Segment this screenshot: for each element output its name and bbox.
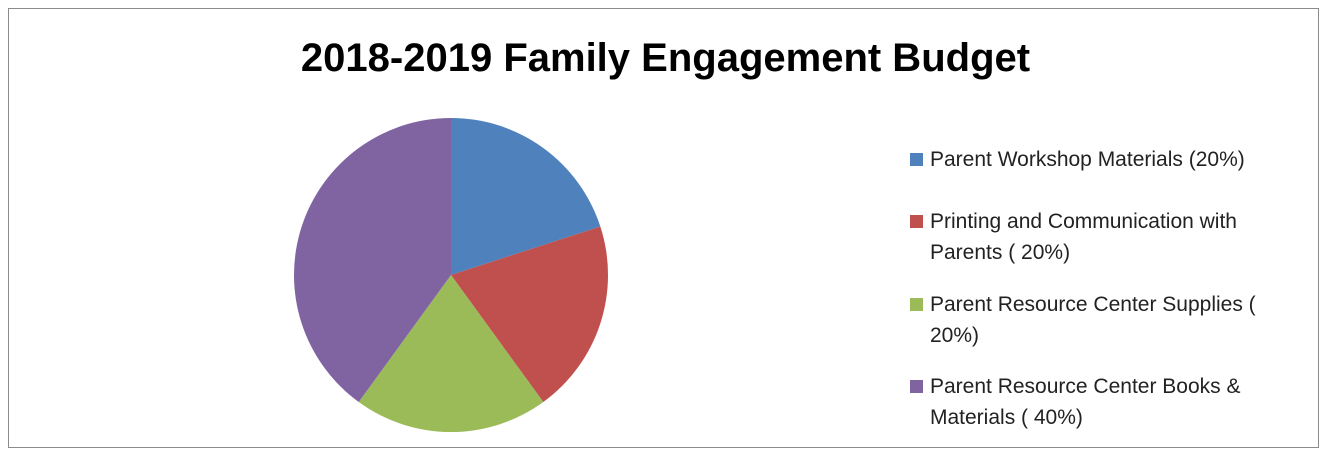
legend-swatch bbox=[910, 380, 923, 393]
legend-swatch bbox=[910, 153, 923, 166]
legend-label: Parent Workshop Materials (20%) bbox=[930, 148, 1245, 171]
pie-slice-parent-resource-center-supplies bbox=[358, 275, 544, 433]
pie-slice-parent-workshop-materials bbox=[451, 118, 601, 275]
pie-slice-printing-and-communication-with-parents bbox=[451, 226, 609, 403]
chart-area bbox=[8, 8, 1319, 448]
legend-label: Printing and Communication with Parents … bbox=[930, 210, 1237, 264]
legend-item-parent-workshop-materials: Parent Workshop Materials (20%) bbox=[910, 144, 1310, 175]
legend-swatch bbox=[910, 215, 923, 228]
legend-item-parent-resource-center-books: Parent Resource Center Books & Materials… bbox=[910, 371, 1310, 433]
legend-item-printing-and-communication: Printing and Communication with Parents … bbox=[910, 206, 1310, 268]
pie-slice-parent-resource-center-books-materials bbox=[293, 117, 451, 403]
legend-label: Parent Resource Center Books & Materials… bbox=[930, 375, 1241, 429]
chart-title: 2018-2019 Family Engagement Budget bbox=[300, 36, 1031, 80]
legend-swatch bbox=[910, 298, 923, 311]
legend-label: Parent Resource Center Supplies ( 20%) bbox=[930, 293, 1256, 347]
legend-item-parent-resource-center-supplies: Parent Resource Center Supplies ( 20%) bbox=[910, 289, 1310, 351]
